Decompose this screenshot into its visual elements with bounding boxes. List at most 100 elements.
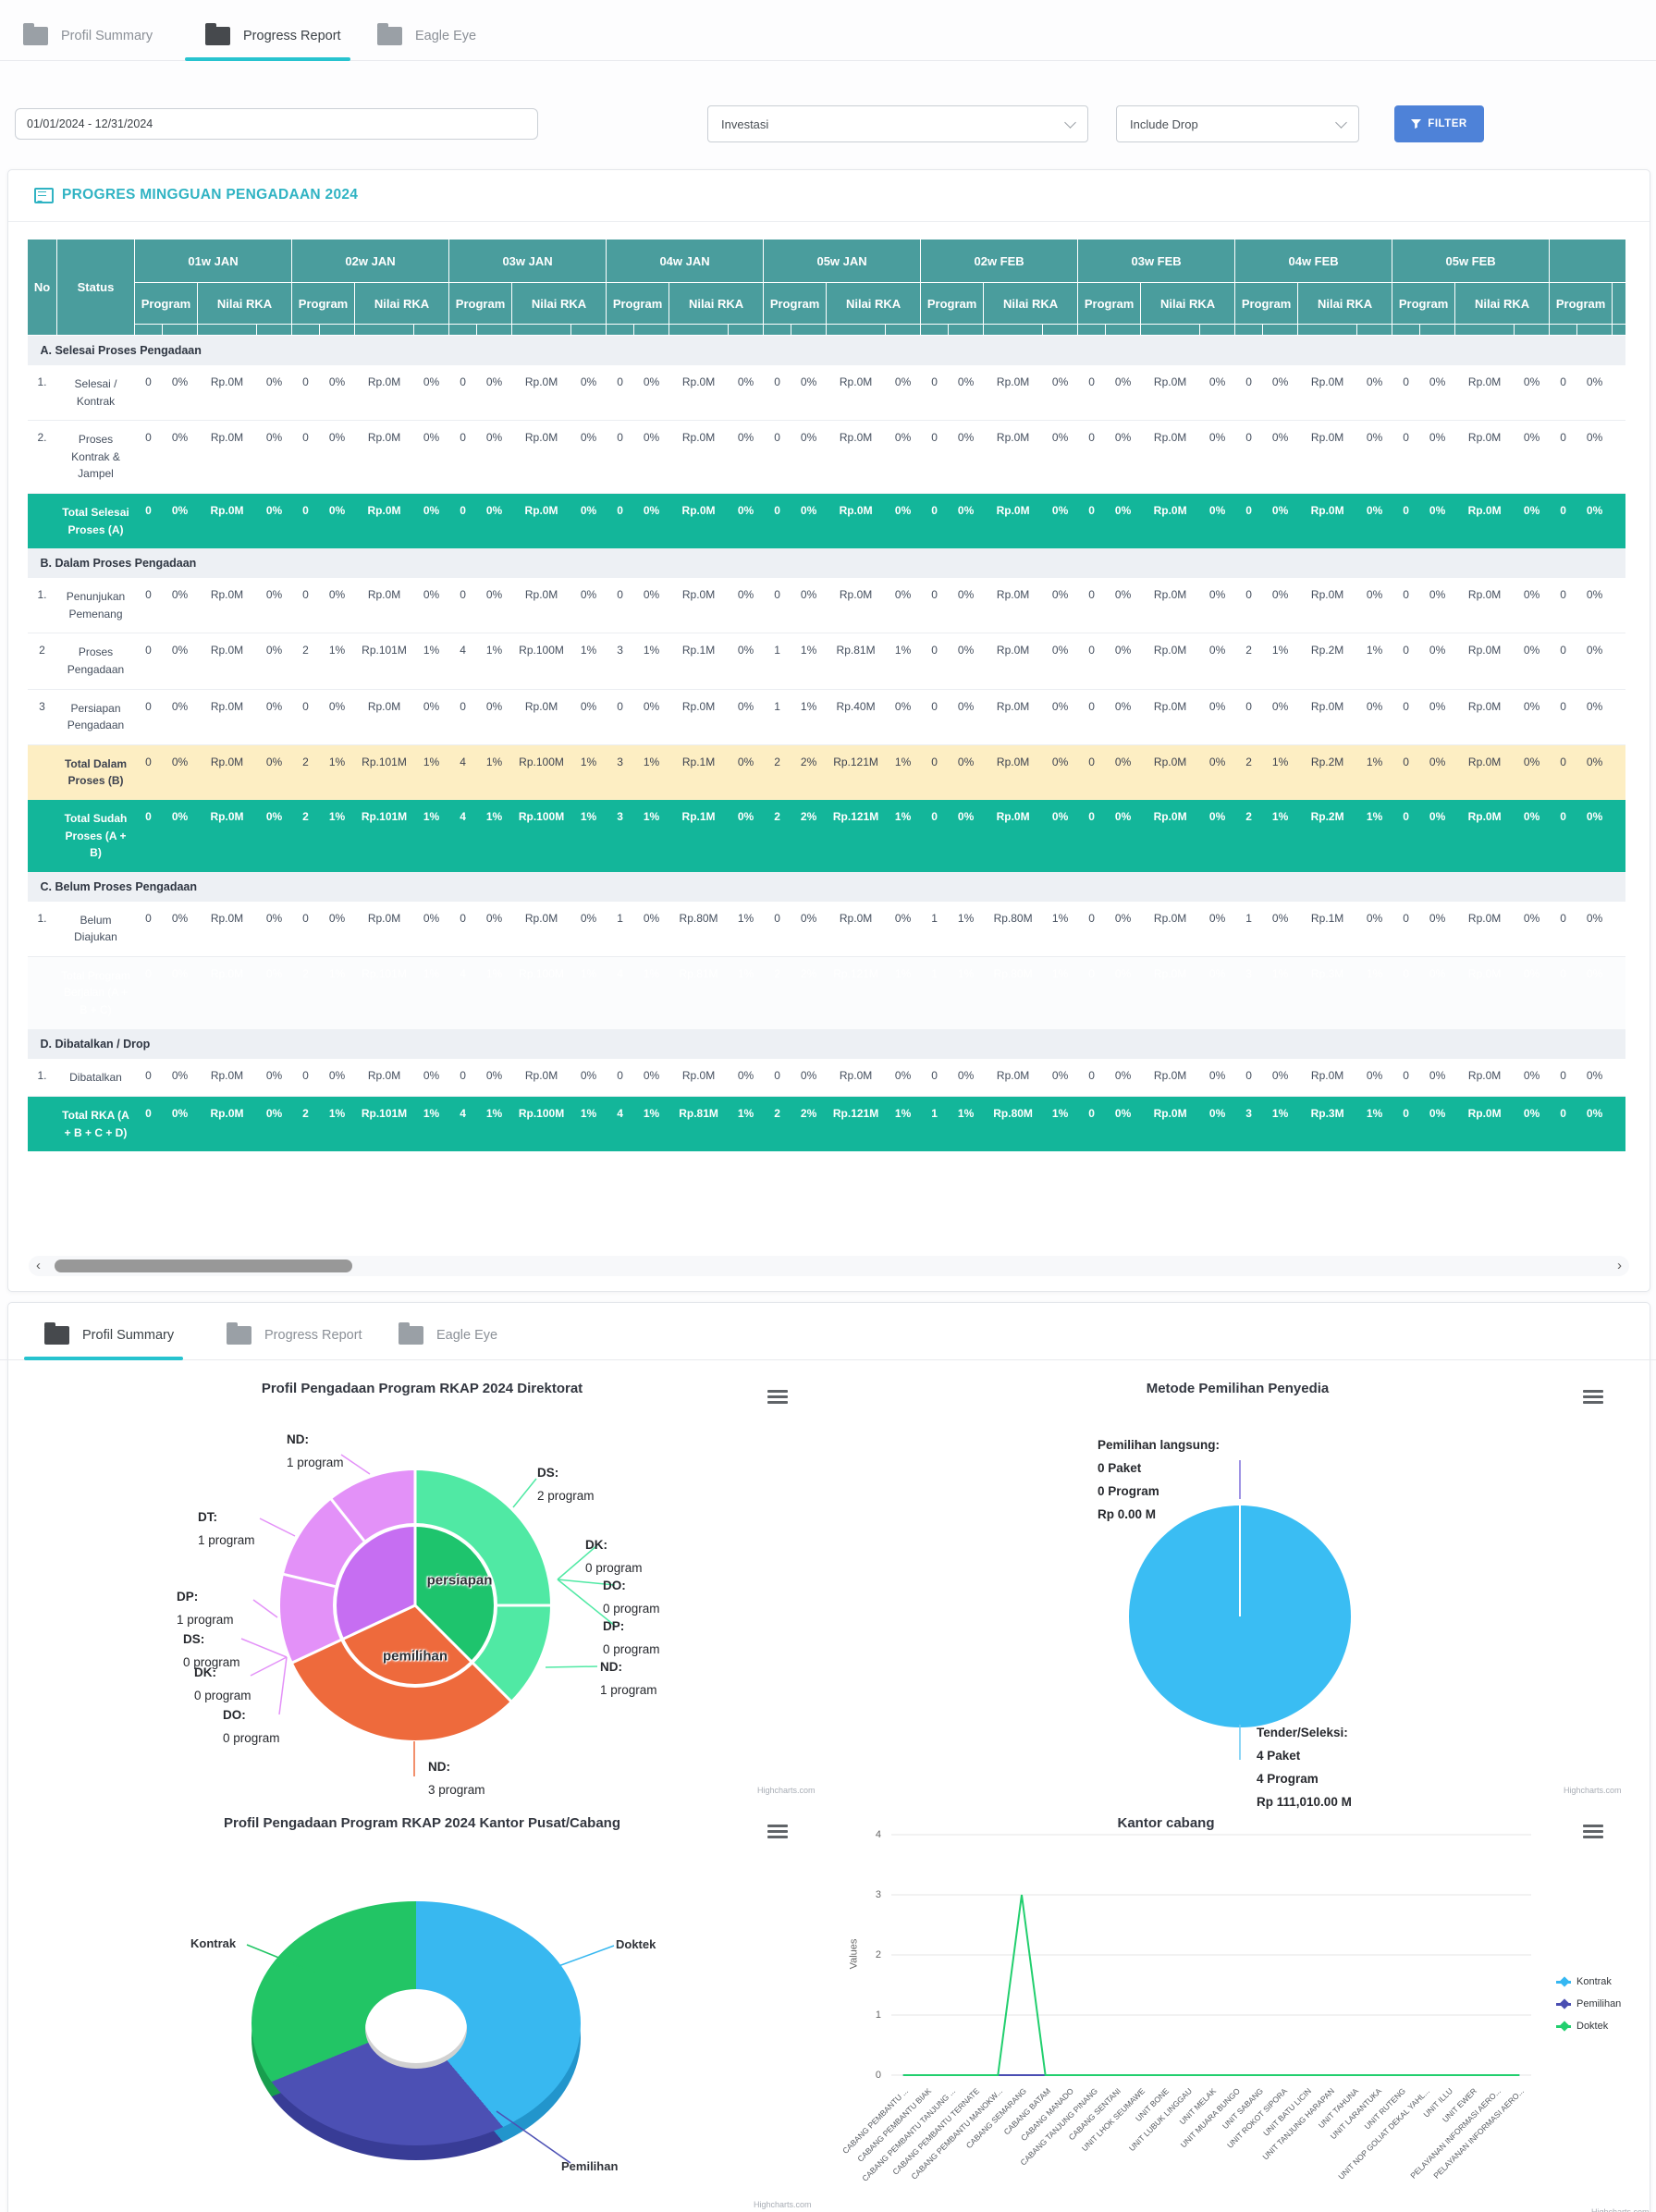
legend-item-doktek[interactable]: Doktek [1556, 2021, 1608, 2032]
profil-summary-card: Profil Summary Progress Report Eagle Eye P… [0, 1302, 1656, 2212]
cell-nilai-rka: Rp.0M [1297, 578, 1357, 634]
cell-program-count: 0 [1234, 689, 1263, 745]
cell-percent: 0% [791, 365, 827, 422]
tab-top-progress-report[interactable]: Progress Report [185, 20, 350, 61]
legend-item-pemilihan[interactable]: Pemilihan [1556, 1998, 1621, 2009]
cell-percent: 0% [948, 493, 984, 549]
cell-nilai-rka: Rp.0M [826, 420, 886, 494]
table-row: Total Selesai Proses (A) 0 0% Rp.0M 0% 0 0% Rp.… [27, 493, 1625, 549]
cell-nilai-rka: Rp.121M [826, 956, 886, 1029]
pie-tender-seleksi[interactable] [1129, 1505, 1351, 1727]
sunburst-data-label: DO: 0 program [603, 1579, 660, 1616]
row-status: Belum Diajukan [56, 901, 135, 957]
cell-percent: 0% [476, 1058, 512, 1098]
cell-percent: 1% [413, 744, 449, 800]
cell-percent: 0% [728, 1058, 764, 1098]
cell-program-count: 0 [606, 493, 634, 549]
cell-program-count: 0 [291, 578, 320, 634]
date-range-input[interactable] [15, 108, 538, 140]
legend-item-kontrak[interactable]: Kontrak [1556, 1976, 1612, 1987]
cell-nilai-rka: Rp.0M [983, 633, 1043, 690]
folder-icon [23, 23, 48, 45]
tab-bottom-progress-report[interactable]: Progress Report [227, 1320, 362, 1351]
sunburst-data-label: DK: 0 program [194, 1665, 251, 1702]
cell-nilai-rka: Rp.100M [511, 1096, 571, 1152]
col-header-week: 04w FEB [1234, 239, 1393, 283]
tab-bottom-eagle-eye[interactable]: Eagle Eye [399, 1320, 497, 1351]
legend-marker [1556, 1980, 1571, 1984]
tab-label: Eagle Eye [415, 29, 477, 43]
chevron-down-icon [1064, 116, 1076, 129]
cell-program-count: 0 [1549, 901, 1577, 957]
cell-percent: 0% [1514, 901, 1550, 957]
cell-program-count: 0 [606, 1058, 634, 1098]
cell-nilai-rka: Rp.0M [1454, 493, 1515, 549]
tab-bottom-profil-summary[interactable]: Profil Summary [24, 1320, 184, 1360]
col-header-nilai-rka: Nilai RKA [1140, 282, 1236, 325]
funnel-icon [1411, 118, 1422, 129]
cell-percent: 1% [633, 1096, 669, 1152]
cell-percent: 0% [948, 578, 984, 634]
cell-percent: 0% [1105, 578, 1141, 634]
cell-percent: 1% [885, 633, 921, 690]
scroll-right-arrow[interactable]: › [1617, 1258, 1622, 1273]
row-no: 1. [27, 578, 57, 634]
drop-mode-select[interactable]: Include Drop [1116, 105, 1359, 142]
col-header-week: 05w FEB [1392, 239, 1551, 283]
chart-menu-icon[interactable] [1583, 1825, 1603, 1841]
cell-percent: 0% [570, 420, 607, 494]
chart-menu-icon[interactable] [1583, 1390, 1603, 1407]
scroll-left-arrow[interactable]: ‹ [36, 1258, 41, 1273]
cell-nilai-rka: Rp.0M [354, 578, 414, 634]
cell-percent: 0% [885, 901, 921, 957]
cell-percent: 0% [1262, 493, 1298, 549]
header-row-subcols: Program Nilai RKA Program Nilai RKA Program N… [28, 282, 1625, 325]
cell-program-count: 0 [448, 1058, 477, 1098]
header-spacer-cell [570, 324, 607, 336]
cell-percent: 0% [319, 689, 355, 745]
cell-nilai-rka: Rp.0M [1297, 420, 1357, 494]
cell-nilai-rka: Rp.100M [511, 799, 571, 872]
cell-percent: 1% [791, 689, 827, 745]
filter-button[interactable]: FILTER [1394, 105, 1484, 142]
cell-program-count: 1 [763, 633, 791, 690]
chart-menu-icon[interactable] [767, 1390, 788, 1407]
sunburst-ring-label: pemilihan [382, 1648, 448, 1665]
cell-percent: 1% [1262, 1096, 1298, 1152]
cell-percent: 0% [633, 365, 669, 422]
cell-percent: 1% [1262, 744, 1298, 800]
cell-program-count: 0 [134, 901, 163, 957]
row-no: 1. [27, 901, 57, 957]
cell-program-count: 0 [920, 744, 949, 800]
cell-program-count: 2 [1234, 799, 1263, 872]
cell-program-count: 2 [291, 744, 320, 800]
cell-percent: 1% [948, 956, 984, 1029]
cell-percent: 1% [885, 956, 921, 1029]
cell-percent: 0% [1576, 578, 1613, 634]
tab-top-eagle-eye[interactable]: Eagle Eye [377, 20, 476, 52]
scrollbar-thumb[interactable] [55, 1260, 352, 1272]
cell-program-count: 4 [448, 799, 477, 872]
cell-percent: 0% [162, 1096, 198, 1152]
cell-percent: 0% [885, 689, 921, 745]
col-header-nilai-rka: Nilai RKA [669, 282, 765, 325]
cell-nilai-rka: Rp.0M [1454, 901, 1515, 957]
cell-nilai-rka: Rp.101M [354, 1096, 414, 1152]
cell-percent: 0% [256, 1096, 292, 1152]
cell-percent: 2% [791, 799, 827, 872]
header-spacer-cell [606, 324, 635, 336]
chart-menu-icon[interactable] [767, 1825, 788, 1841]
table-scroll-area[interactable]: No Status 01w JAN 02w JAN 03w JAN 04w JAN 05w … [27, 239, 1625, 1235]
cell-program-count: 0 [1392, 365, 1420, 422]
cell-program-count: 0 [134, 493, 163, 549]
cell-percent: 0% [1576, 901, 1613, 957]
tab-label: Profil Summary [61, 29, 153, 43]
cell-percent: 0% [1199, 1058, 1235, 1098]
cell-percent: 0% [413, 901, 449, 957]
tab-top-profil-summary[interactable]: Profil Summary [23, 20, 153, 52]
header-spacer-cell [1549, 324, 1578, 336]
cell-program-count: 0 [1077, 689, 1106, 745]
cell-program-count: 0 [920, 633, 949, 690]
cell-percent: 0% [256, 744, 292, 800]
category-select[interactable]: Investasi [707, 105, 1088, 142]
